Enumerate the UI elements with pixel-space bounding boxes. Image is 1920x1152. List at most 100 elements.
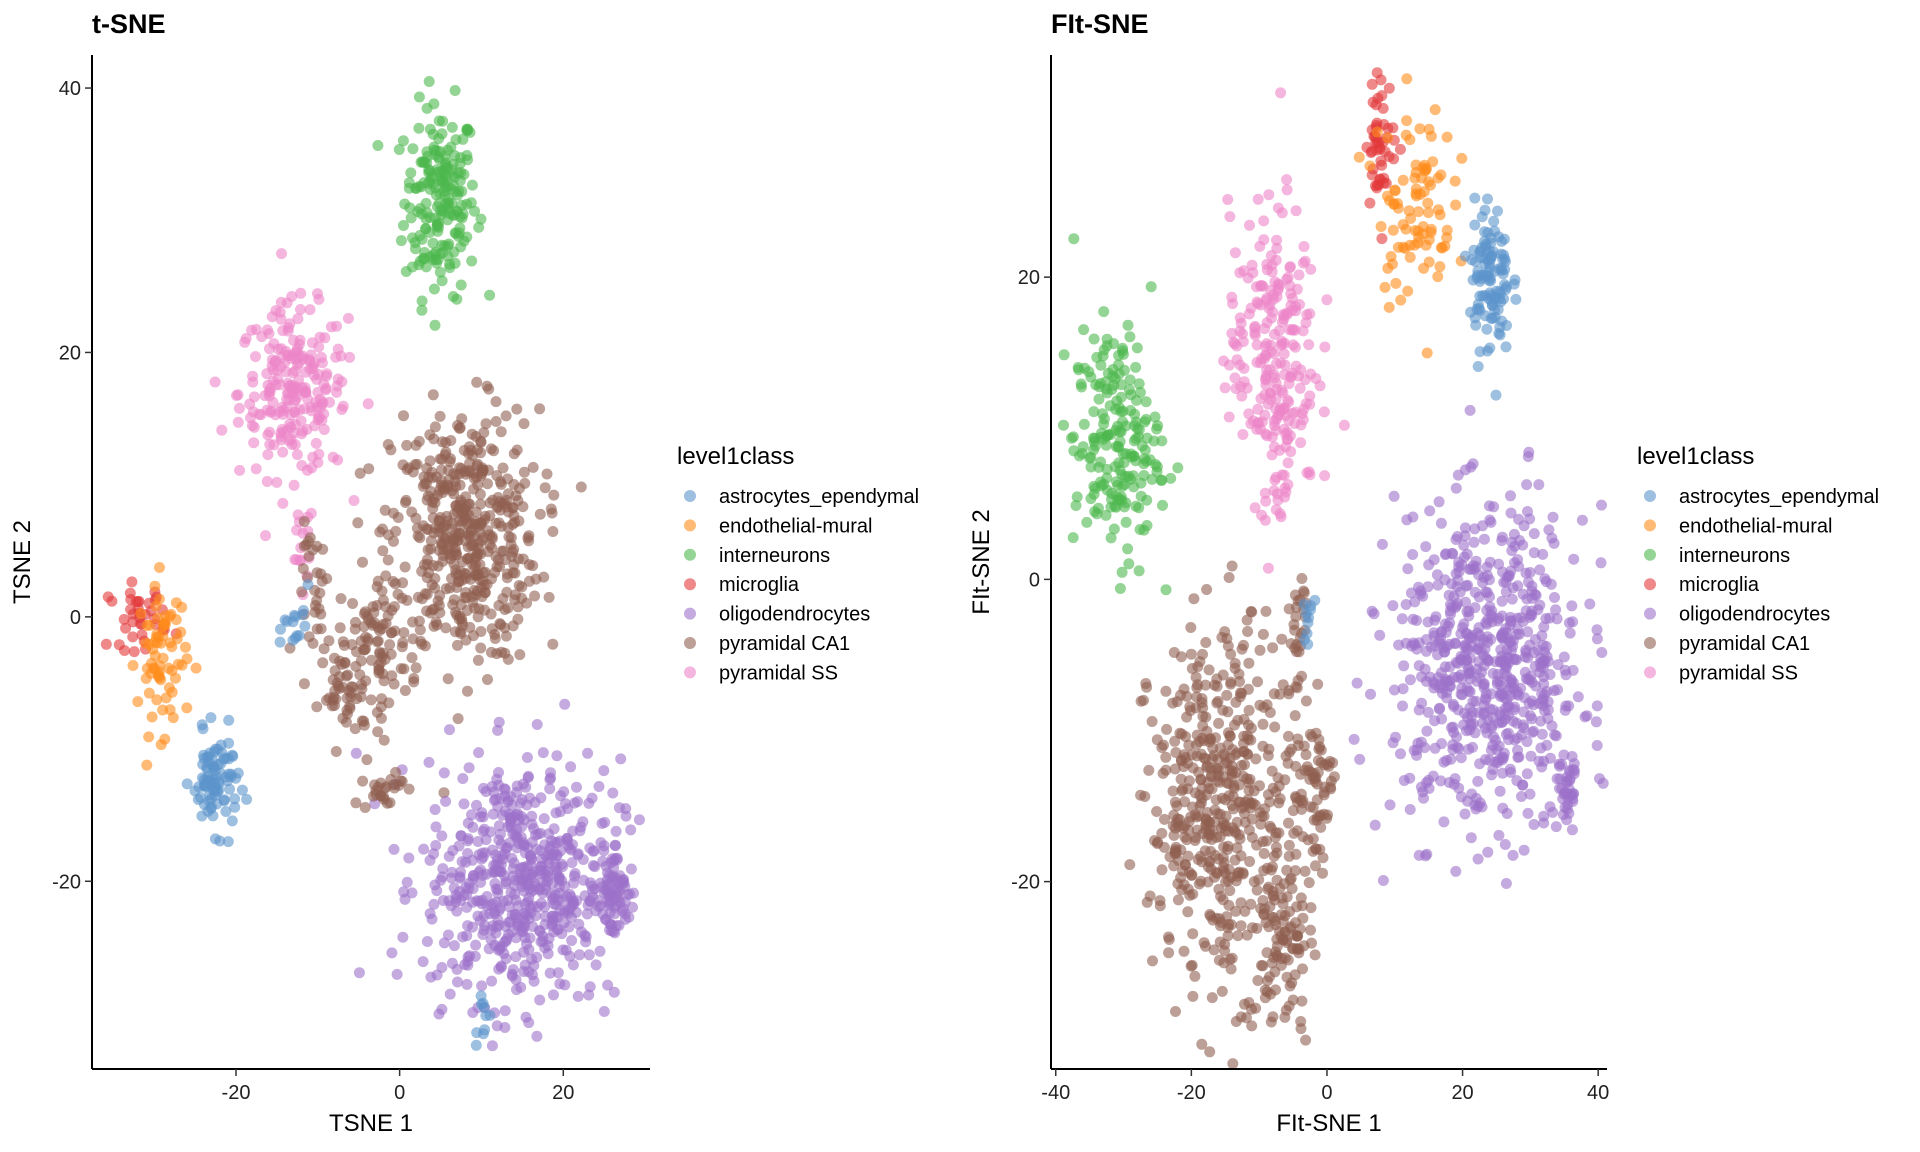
point-pyramidal SS (1268, 485, 1280, 497)
point-pyramidal SS (1318, 406, 1330, 418)
point-oligodendrocytes (448, 940, 460, 952)
point-pyramidal SS (1284, 262, 1296, 274)
point-oligodendrocytes (1497, 627, 1509, 639)
point-pyramidal CA1 (1292, 943, 1303, 955)
point-pyramidal SS (291, 524, 303, 536)
point-endothelial-mural (1422, 207, 1434, 219)
point-oligodendrocytes (567, 959, 579, 971)
point-oligodendrocytes (1591, 740, 1603, 751)
point-microglia (1371, 144, 1383, 156)
point-pyramidal CA1 (464, 621, 476, 633)
point-astrocytes_ependymal (274, 636, 286, 648)
point-interneurons (1078, 324, 1090, 336)
point-interneurons (398, 220, 409, 231)
point-endothelial-mural (1401, 115, 1413, 127)
point-oligodendrocytes (598, 765, 610, 777)
point-oligodendrocytes (1549, 592, 1560, 603)
point-oligodendrocytes (1474, 629, 1486, 641)
point-oligodendrocytes (624, 888, 636, 900)
point-pyramidal CA1 (460, 634, 472, 646)
point-pyramidal CA1 (386, 670, 398, 682)
point-oligodendrocytes (582, 899, 594, 911)
point-pyramidal CA1 (1256, 960, 1267, 971)
point-pyramidal CA1 (438, 787, 450, 799)
point-astrocytes_ependymal (275, 623, 286, 635)
point-interneurons (1092, 502, 1104, 514)
point-interneurons (1114, 426, 1126, 438)
point-oligodendrocytes (1387, 737, 1399, 749)
point-pyramidal CA1 (1178, 945, 1190, 957)
point-oligodendrocytes (1374, 629, 1386, 641)
legend-swatch (1644, 607, 1656, 620)
point-pyramidal CA1 (1300, 1034, 1312, 1046)
point-oligodendrocytes (1490, 734, 1501, 746)
point-pyramidal CA1 (455, 565, 467, 577)
point-oligodendrocytes (1484, 556, 1496, 568)
point-astrocytes_ependymal (1493, 231, 1504, 243)
point-oligodendrocytes (1596, 499, 1607, 511)
point-oligodendrocytes (548, 898, 560, 910)
point-oligodendrocytes (595, 837, 607, 849)
point-interneurons (1135, 477, 1147, 489)
point-oligodendrocytes (1396, 613, 1408, 625)
point-oligodendrocytes (1532, 644, 1544, 656)
point-oligodendrocytes (625, 863, 637, 875)
point-pyramidal CA1 (468, 483, 480, 495)
point-interneurons (469, 205, 480, 217)
point-oligodendrocytes (476, 853, 488, 865)
point-oligodendrocytes (590, 959, 602, 971)
point-pyramidal CA1 (499, 647, 511, 659)
y-tick-label: 20 (59, 342, 81, 364)
point-pyramidal CA1 (397, 577, 409, 589)
legend-label: endothelial-mural (719, 515, 872, 537)
point-pyramidal CA1 (1177, 823, 1189, 834)
point-endothelial-mural (135, 608, 147, 619)
point-interneurons (443, 197, 455, 209)
point-pyramidal CA1 (1223, 790, 1235, 802)
point-interneurons (1101, 463, 1113, 475)
point-oligodendrocytes (596, 818, 608, 829)
point-oligodendrocytes (1354, 753, 1366, 765)
point-pyramidal CA1 (309, 606, 321, 618)
point-oligodendrocytes (1481, 618, 1493, 630)
point-oligodendrocytes (1421, 725, 1433, 737)
point-oligodendrocytes (461, 930, 473, 942)
point-oligodendrocytes (446, 957, 458, 969)
point-oligodendrocytes (1407, 549, 1419, 560)
point-oligodendrocytes (519, 879, 531, 891)
point-pyramidal CA1 (1230, 905, 1242, 917)
point-pyramidal CA1 (298, 678, 310, 690)
point-pyramidal SS (1258, 215, 1270, 227)
point-pyramidal CA1 (337, 681, 349, 693)
point-pyramidal CA1 (1159, 813, 1170, 825)
point-astrocytes_ependymal (1485, 275, 1496, 287)
point-pyramidal SS (1252, 417, 1264, 429)
point-pyramidal CA1 (1196, 1038, 1208, 1050)
x-tick-label: -20 (1177, 1082, 1206, 1104)
point-oligodendrocytes (1458, 618, 1470, 630)
point-oligodendrocytes (1408, 744, 1420, 756)
point-interneurons (453, 230, 464, 242)
point-pyramidal CA1 (1193, 878, 1205, 890)
point-astrocytes_ependymal (1500, 341, 1512, 353)
point-endothelial-mural (1384, 195, 1395, 206)
point-pyramidal CA1 (1307, 802, 1319, 813)
point-oligodendrocytes (1526, 609, 1538, 621)
point-pyramidal SS (1303, 339, 1315, 351)
point-pyramidal CA1 (1172, 894, 1184, 906)
point-astrocytes_ependymal (241, 793, 253, 805)
point-oligodendrocytes (1444, 605, 1456, 617)
legend-title: level1class (677, 443, 794, 470)
point-oligodendrocytes (1538, 621, 1550, 633)
point-pyramidal CA1 (547, 526, 559, 537)
point-pyramidal CA1 (414, 624, 426, 636)
point-endothelial-mural (1439, 240, 1451, 252)
point-oligodendrocytes (587, 860, 599, 871)
point-pyramidal SS (295, 287, 307, 299)
point-oligodendrocytes (1416, 671, 1427, 683)
point-pyramidal CA1 (427, 389, 439, 401)
point-astrocytes_ependymal (216, 747, 228, 759)
point-endothelial-mural (1397, 219, 1409, 231)
point-interneurons (404, 202, 416, 214)
point-oligodendrocytes (1533, 755, 1545, 767)
